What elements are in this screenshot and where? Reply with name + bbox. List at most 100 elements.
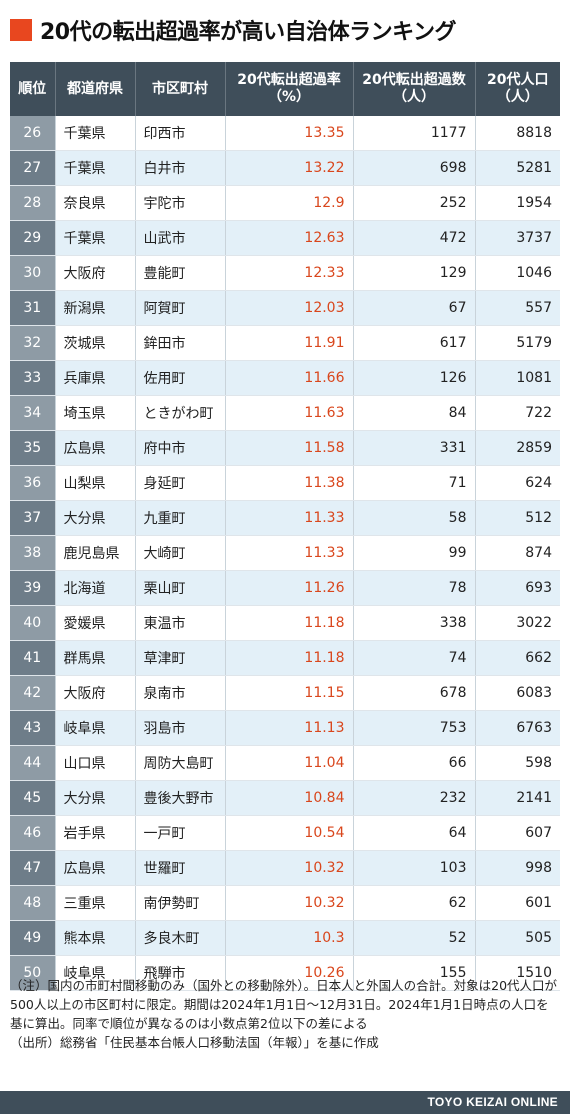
rank-cell: 26 [10,116,56,151]
population-cell: 5281 [475,150,560,186]
population-cell: 2859 [475,430,560,466]
rate-cell: 11.66 [225,360,354,396]
rank-cell: 42 [10,675,56,711]
table-row: 46 岩手県 一戸町 10.54 64 607 [10,815,560,851]
rate-cell: 11.13 [225,710,354,746]
prefecture-cell: 大分県 [55,500,136,536]
prefecture-cell: 大分県 [55,780,136,816]
rate-cell: 11.18 [225,605,354,641]
count-cell: 78 [353,570,476,606]
table-row: 32 茨城県 鉾田市 11.91 617 5179 [10,325,560,361]
rate-cell: 13.35 [225,116,354,151]
count-cell: 74 [353,640,476,676]
rank-cell: 37 [10,500,56,536]
municipality-cell: 府中市 [135,430,226,466]
count-cell: 126 [353,360,476,396]
notes: （注）国内の市町村間移動のみ（国外との移動除外）。日本人と外国人の合計。対象は2… [10,976,560,1052]
table-row: 37 大分県 九重町 11.33 58 512 [10,500,560,536]
municipality-cell: 印西市 [135,116,226,151]
count-cell: 338 [353,605,476,641]
table-row: 26 千葉県 印西市 13.35 1177 8818 [10,116,560,151]
rate-cell: 11.91 [225,325,354,361]
municipality-cell: 佐用町 [135,360,226,396]
rank-cell: 36 [10,465,56,501]
header-count: 20代転出超過数 （人） [353,62,476,116]
prefecture-cell: 愛媛県 [55,605,136,641]
rate-cell: 10.26 [225,955,354,991]
table-row: 40 愛媛県 東温市 11.18 338 3022 [10,605,560,641]
prefecture-cell: 群馬県 [55,640,136,676]
municipality-cell: 草津町 [135,640,226,676]
page-title: 20代の転出超過率が高い自治体ランキング [40,20,456,45]
rank-cell: 27 [10,150,56,186]
prefecture-cell: 岩手県 [55,815,136,851]
count-cell: 617 [353,325,476,361]
title-bar: 20代の転出超過率が高い自治体ランキング [10,12,560,48]
prefecture-cell: 千葉県 [55,116,136,151]
table-row: 43 岐阜県 羽島市 11.13 753 6763 [10,710,560,746]
municipality-cell: 宇陀市 [135,185,226,221]
table-row: 48 三重県 南伊勢町 10.32 62 601 [10,885,560,921]
count-cell: 753 [353,710,476,746]
ranking-table: 順位 都道府県 市区町村 20代転出超過率 （%） 20代転出超過数 （人） 20代… [10,62,560,991]
municipality-cell: 山武市 [135,220,226,256]
municipality-cell: 白井市 [135,150,226,186]
prefecture-cell: 埼玉県 [55,395,136,431]
rate-cell: 10.84 [225,780,354,816]
header-rate: 20代転出超過率 （%） [225,62,354,116]
rate-cell: 11.33 [225,535,354,571]
count-cell: 698 [353,150,476,186]
municipality-cell: 多良木町 [135,920,226,956]
prefecture-cell: 千葉県 [55,150,136,186]
prefecture-cell: 大阪府 [55,675,136,711]
population-cell: 6083 [475,675,560,711]
rate-cell: 10.32 [225,885,354,921]
municipality-cell: 身延町 [135,465,226,501]
table-row: 38 鹿児島県 大崎町 11.33 99 874 [10,535,560,571]
rate-cell: 13.22 [225,150,354,186]
rank-cell: 50 [10,955,56,991]
rank-cell: 43 [10,710,56,746]
municipality-cell: 泉南市 [135,675,226,711]
table-row: 31 新潟県 阿賀町 12.03 67 557 [10,290,560,326]
population-cell: 874 [475,535,560,571]
prefecture-cell: 新潟県 [55,290,136,326]
table-row: 28 奈良県 宇陀市 12.9 252 1954 [10,185,560,221]
prefecture-cell: 山梨県 [55,465,136,501]
population-cell: 1954 [475,185,560,221]
count-cell: 71 [353,465,476,501]
rate-cell: 11.18 [225,640,354,676]
prefecture-cell: 三重県 [55,885,136,921]
table-row: 33 兵庫県 佐用町 11.66 126 1081 [10,360,560,396]
rate-cell: 12.9 [225,185,354,221]
rate-cell: 11.26 [225,570,354,606]
municipality-cell: 阿賀町 [135,290,226,326]
table-row: 45 大分県 豊後大野市 10.84 232 2141 [10,780,560,816]
rate-cell: 11.04 [225,745,354,781]
table-row: 41 群馬県 草津町 11.18 74 662 [10,640,560,676]
header-municipality: 市区町村 [135,62,226,116]
municipality-cell: 栗山町 [135,570,226,606]
count-cell: 129 [353,255,476,291]
municipality-cell: 飛騨市 [135,955,226,991]
table-row: 34 埼玉県 ときがわ町 11.63 84 722 [10,395,560,431]
prefecture-cell: 広島県 [55,850,136,886]
prefecture-cell: 広島県 [55,430,136,466]
rate-cell: 11.15 [225,675,354,711]
rank-cell: 33 [10,360,56,396]
rank-cell: 45 [10,780,56,816]
municipality-cell: 九重町 [135,500,226,536]
population-cell: 722 [475,395,560,431]
population-cell: 598 [475,745,560,781]
population-cell: 5179 [475,325,560,361]
rate-cell: 10.3 [225,920,354,956]
population-cell: 624 [475,465,560,501]
prefecture-cell: 山口県 [55,745,136,781]
rank-cell: 30 [10,255,56,291]
rank-cell: 47 [10,850,56,886]
population-cell: 607 [475,815,560,851]
population-cell: 6763 [475,710,560,746]
table-row: 27 千葉県 白井市 13.22 698 5281 [10,150,560,186]
municipality-cell: 鉾田市 [135,325,226,361]
rank-cell: 46 [10,815,56,851]
